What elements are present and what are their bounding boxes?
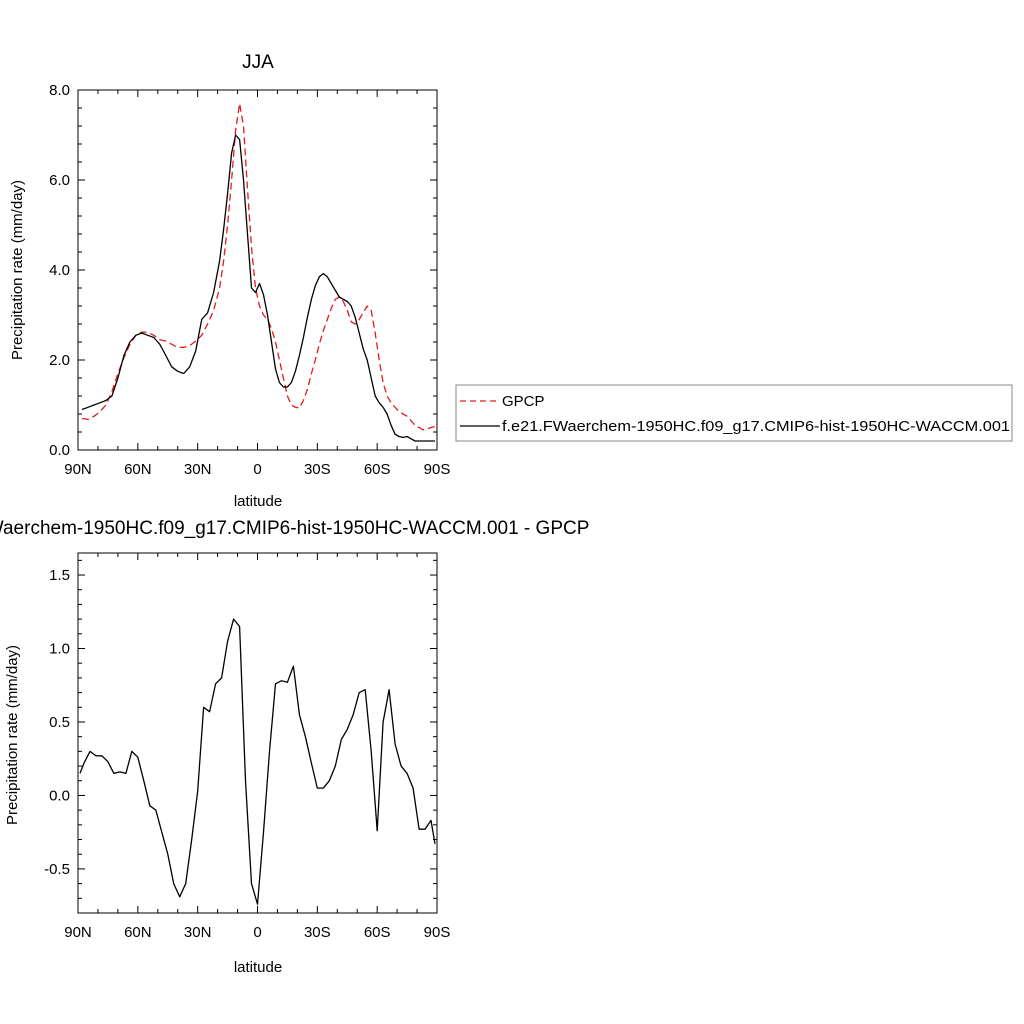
- bottom-x-tick-label: 0: [253, 924, 261, 941]
- top-x-tick-label: 90S: [424, 461, 451, 478]
- bottom-x-tick-label: 90S: [424, 924, 451, 941]
- top-y-axis-label: Precipitation rate (mm/day): [9, 180, 26, 360]
- bottom-chart-title: f.e21.FWaerchem-1950HC.f09_g17.CMIP6-his…: [0, 518, 589, 539]
- bottom-x-tick-label: 60N: [124, 924, 152, 941]
- top-plot-frame: [77, 89, 438, 451]
- bottom-series-line-difference: [79, 618, 436, 905]
- legend-label-model: f.e21.FWaerchem-1950HC.f09_g17.CMIP6-his…: [502, 418, 1010, 435]
- top-x-tick-label: 0: [253, 461, 261, 478]
- top-y-tick-label: 6.0: [49, 172, 70, 189]
- bottom-series-group: [79, 618, 436, 905]
- top-chart-title: JJA: [242, 52, 274, 73]
- top-series-line-model: [81, 134, 435, 442]
- top-x-tick-label: 60N: [124, 461, 152, 478]
- bottom-y-tick-label: 1.5: [49, 567, 70, 584]
- legend: GPCP f.e21.FWaerchem-1950HC.f09_g17.CMIP…: [455, 384, 1013, 442]
- legend-label-gpcp: GPCP: [502, 393, 545, 410]
- top-y-tick-label: 4.0: [49, 262, 70, 279]
- bottom-y-tick-label: 0.0: [49, 787, 70, 804]
- top-panel: JJA 90N 60N 30N 0 30S 60S 90S 0.0 2.0 4.0 6.0 8.0 l…: [9, 52, 450, 510]
- bottom-y-tick-label: -0.5: [44, 861, 70, 878]
- top-x-tick-label: 60S: [364, 461, 391, 478]
- top-y-tick-label: 0.0: [49, 442, 70, 459]
- top-y-tick-label: 2.0: [49, 352, 70, 369]
- bottom-x-tick-label: 30N: [184, 924, 212, 941]
- top-x-tick-label: 30S: [304, 461, 331, 478]
- bottom-x-axis-label: latitude: [234, 959, 282, 976]
- bottom-x-tick-label: 90N: [64, 924, 92, 941]
- top-x-tick-label: 30N: [184, 461, 212, 478]
- top-series-group: [81, 102, 436, 442]
- top-axes-ticks: 90N 60N 30N 0 30S 60S 90S 0.0 2.0 4.0 6.0 8.0: [49, 82, 450, 478]
- top-series-line-gpcp: [81, 102, 436, 431]
- bottom-x-tick-label: 30S: [304, 924, 331, 941]
- top-y-tick-label: 8.0: [49, 82, 70, 99]
- bottom-y-tick-label: 1.0: [49, 641, 70, 658]
- bottom-y-tick-label: 0.5: [49, 714, 70, 731]
- bottom-axes-ticks: 90N 60N 30N 0 30S 60S 90S -0.5 0.0 0.5 1.0 1.5: [44, 553, 450, 941]
- top-x-tick-label: 90N: [64, 461, 92, 478]
- bottom-x-tick-label: 60S: [364, 924, 391, 941]
- bottom-panel: f.e21.FWaerchem-1950HC.f09_g17.CMIP6-his…: [0, 518, 589, 976]
- top-x-axis-label: latitude: [234, 493, 282, 510]
- legend-box: [455, 384, 1013, 442]
- bottom-y-axis-label: Precipitation rate (mm/day): [4, 645, 21, 825]
